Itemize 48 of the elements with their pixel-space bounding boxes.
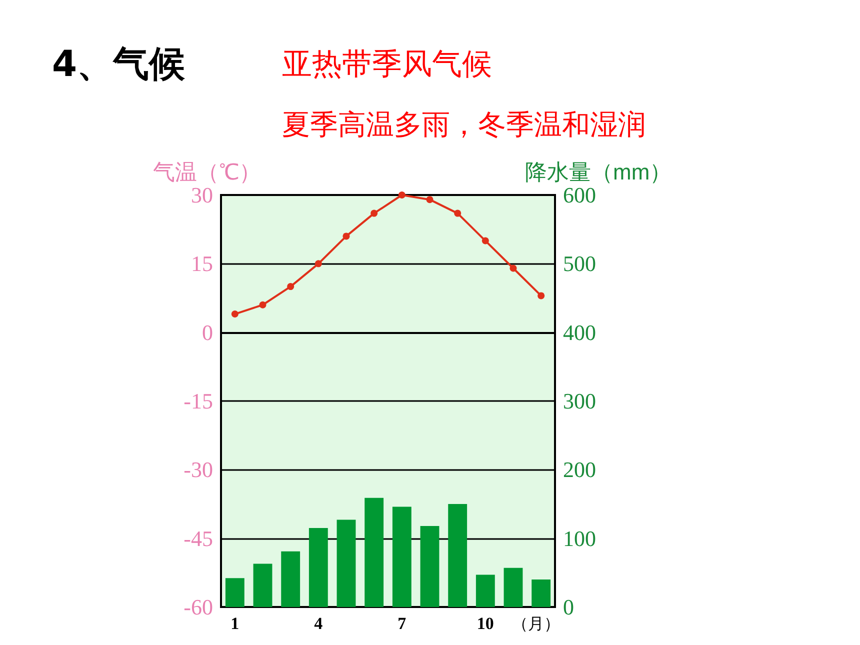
point (314, 260, 322, 268)
bar (253, 564, 272, 607)
bar (420, 526, 440, 607)
x-tick-label: 4 (314, 614, 324, 633)
bar (308, 528, 328, 607)
y2-tick-label: 0 (563, 594, 574, 620)
bar (392, 506, 412, 607)
y-tick-label: -60 (184, 594, 213, 620)
x-axis-title: （月） (512, 614, 560, 635)
y-tick-label: -45 (184, 526, 213, 551)
y-axis-title: 气温（℃） (153, 160, 261, 184)
y2-tick-label: 500 (563, 251, 596, 276)
point (342, 232, 350, 240)
y2-tick-label: 600 (563, 182, 596, 208)
chart-subtitle: 亚热带季风气候 (282, 46, 492, 84)
y-tick-label: 15 (191, 251, 213, 276)
y2-axis-title: 降水量（mm） (525, 160, 672, 184)
y2-tick-label: 200 (563, 457, 596, 482)
y2-tick-label: 300 (563, 388, 596, 414)
chart-title: 4、气候 (52, 43, 186, 87)
bar (281, 551, 300, 607)
y-tick-label: -30 (184, 457, 213, 482)
y-tick-label: 30 (191, 182, 213, 208)
y2-tick-label: 400 (563, 320, 596, 345)
point (482, 237, 489, 244)
x-tick-label: 10 (476, 614, 494, 633)
point (231, 310, 238, 318)
y-tick-label: 0 (202, 320, 213, 345)
bar (336, 520, 356, 607)
bar (532, 580, 551, 607)
bar (504, 568, 523, 607)
y-tick-label: -15 (184, 388, 213, 414)
point (454, 210, 462, 217)
y2-tick-label: 100 (563, 526, 596, 551)
text: 夏季高温多雨，冬季温和湿润 (282, 107, 646, 143)
point (538, 292, 545, 300)
point (510, 264, 517, 272)
bar (476, 574, 495, 607)
point (259, 301, 266, 308)
bar (225, 578, 244, 607)
bar (448, 504, 468, 607)
point (426, 196, 434, 204)
point (287, 283, 294, 290)
point (398, 192, 406, 198)
point (370, 210, 378, 217)
bar (364, 498, 384, 607)
x-tick-label: 7 (398, 614, 407, 633)
x-tick-label: 1 (230, 614, 240, 633)
